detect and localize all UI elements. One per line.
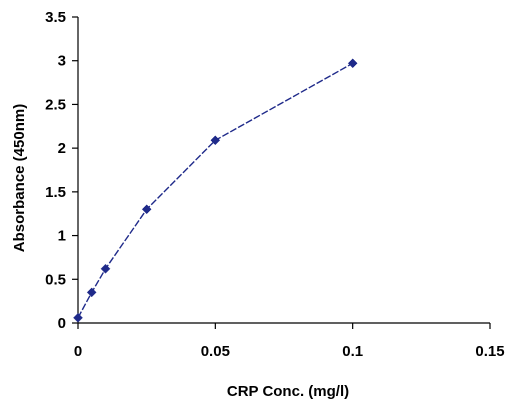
data-point-marker: [141, 204, 152, 215]
y-tick-label: 2: [58, 140, 66, 157]
x-ticks: 0 0.05 0.1 0.15: [74, 323, 505, 360]
y-tick-label: 1: [58, 228, 66, 245]
x-axis-title: CRP Conc. (mg/l): [227, 383, 349, 400]
series-line: [77, 62, 354, 319]
x-tick-label: 0.15: [475, 343, 504, 360]
y-tick-label: 0: [58, 315, 66, 332]
y-tick-label: 3: [58, 53, 66, 70]
y-tick-label: 2.5: [45, 96, 66, 113]
data-point-marker: [86, 287, 97, 298]
x-tick-label: 0.1: [342, 343, 363, 360]
y-tick-label: 1.5: [45, 184, 66, 201]
y-ticks: 0 0.5 1 1.5 2 2.5 3 3.5: [45, 9, 78, 332]
data-point-marker: [73, 312, 83, 323]
data-point-marker: [347, 58, 358, 69]
x-tick-label: 0.05: [201, 343, 230, 360]
data-point-marker: [100, 263, 111, 274]
y-tick-label: 3.5: [45, 9, 66, 26]
data-point-marker: [210, 135, 221, 146]
series-group: [73, 58, 358, 323]
y-tick-label: 0.5: [45, 271, 66, 288]
x-tick-label: 0: [74, 343, 82, 360]
y-axis-title: Absorbance (450nm): [11, 104, 28, 252]
axes: [77, 17, 490, 324]
